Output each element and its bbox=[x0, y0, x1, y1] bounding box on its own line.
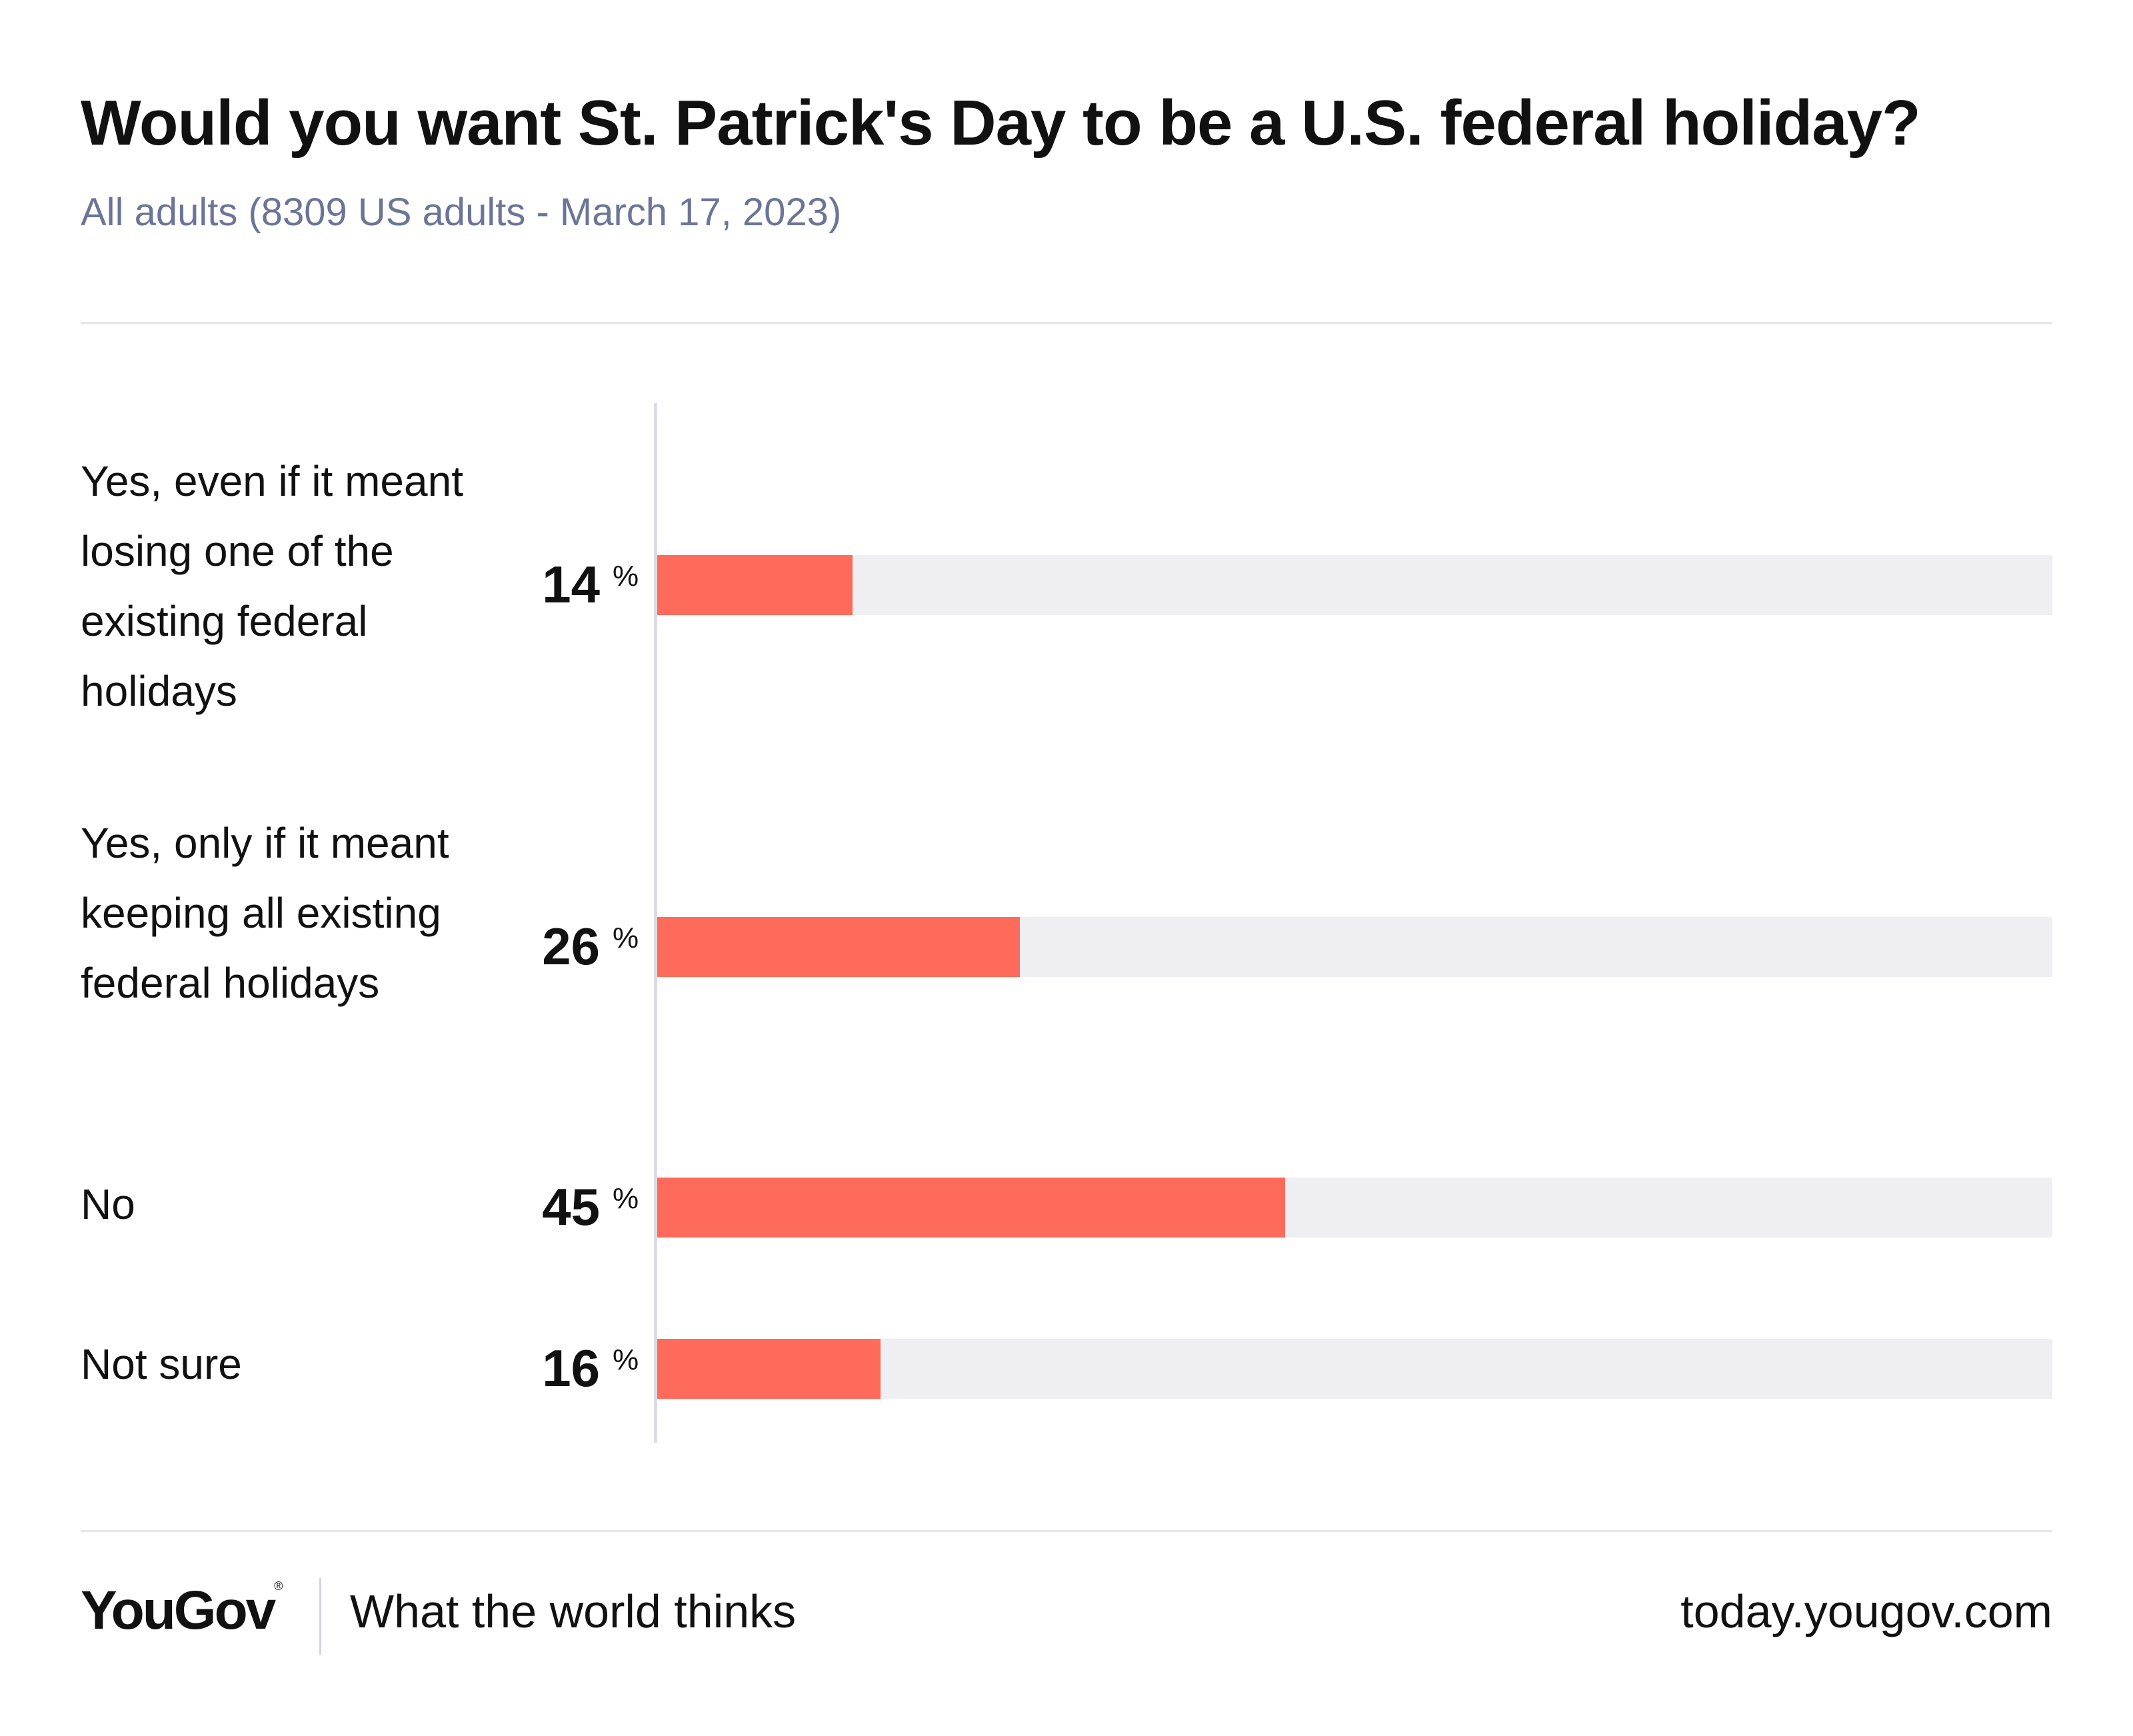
top-divider bbox=[81, 322, 2052, 324]
yougov-logo: YouGov® bbox=[81, 1579, 283, 1641]
bar-track bbox=[657, 1339, 2052, 1399]
bar bbox=[657, 555, 853, 615]
bar-track bbox=[657, 555, 2052, 615]
value-label: 14 bbox=[542, 555, 600, 614]
percent-sign: % bbox=[613, 1343, 639, 1376]
footer-site-link[interactable]: today.yougov.com bbox=[1680, 1585, 2052, 1637]
value-label: 45 bbox=[542, 1178, 600, 1236]
percent-sign: % bbox=[613, 1182, 639, 1215]
bottom-divider bbox=[81, 1530, 2052, 1532]
bar bbox=[657, 1339, 881, 1399]
bar bbox=[657, 917, 1021, 977]
bar-axis-line bbox=[654, 403, 657, 1443]
bar-track bbox=[657, 1178, 2052, 1238]
category-label: Yes, only if it meant keeping all existi… bbox=[81, 819, 449, 1007]
footer-tagline: What the world thinks bbox=[350, 1585, 797, 1637]
chart-subtitle: All adults (8309 US adults - March 17, 2… bbox=[81, 191, 842, 234]
chart-title: Would you want St. Patrick's Day to be a… bbox=[81, 87, 1921, 159]
footer-divider bbox=[319, 1578, 321, 1655]
value-label: 26 bbox=[542, 917, 600, 976]
category-label: Yes, even if it meant losing one of the … bbox=[81, 457, 463, 715]
percent-sign: % bbox=[613, 922, 639, 954]
percent-sign: % bbox=[613, 560, 639, 592]
bar-track bbox=[657, 917, 2052, 977]
bar bbox=[657, 1178, 1285, 1238]
category-label: No bbox=[81, 1180, 135, 1228]
category-label: Not sure bbox=[81, 1340, 242, 1388]
value-label: 16 bbox=[542, 1339, 600, 1397]
